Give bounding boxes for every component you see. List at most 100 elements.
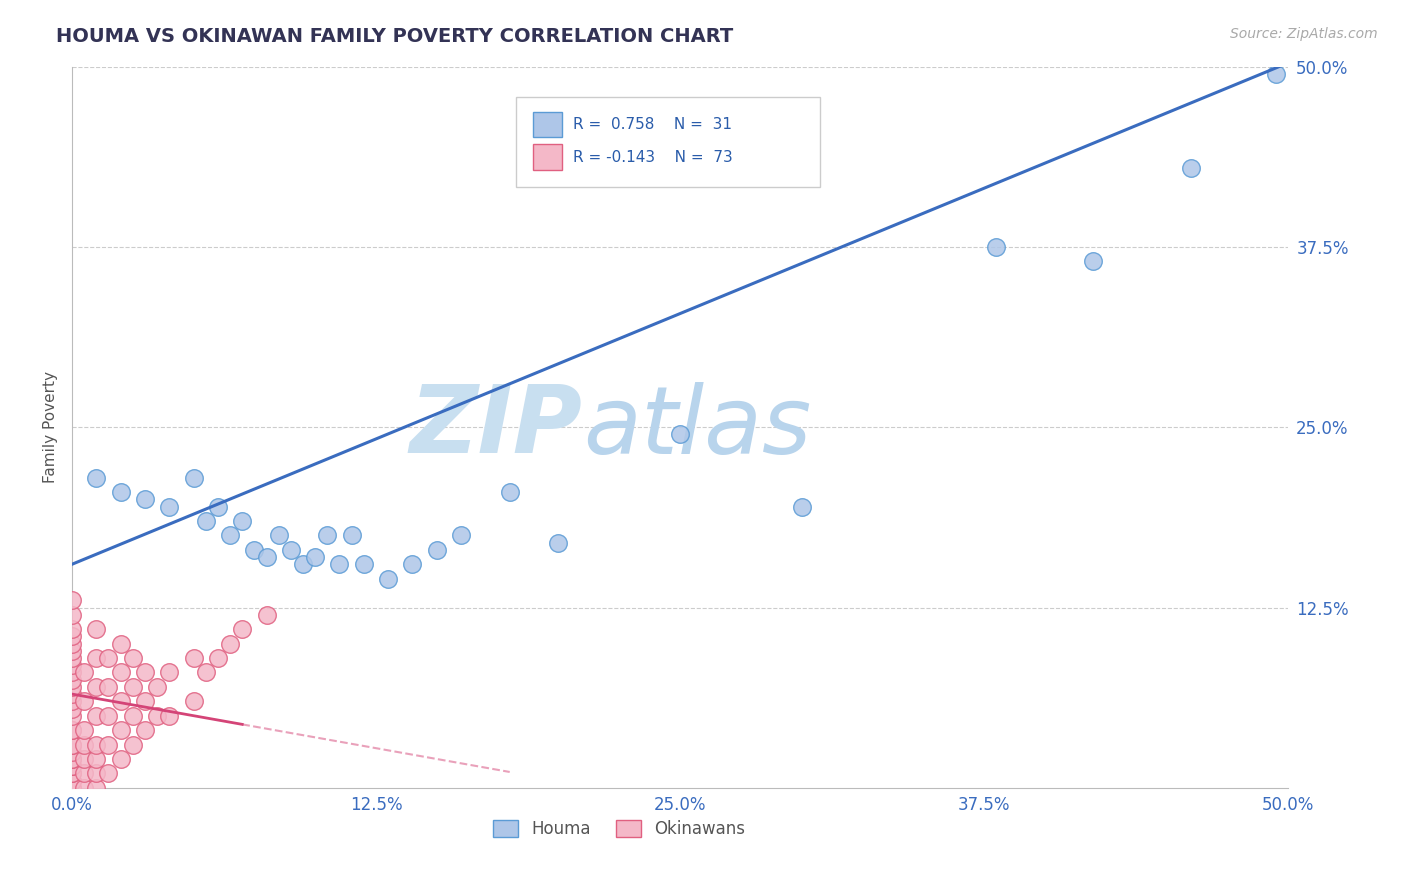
Point xyxy=(97,766,120,780)
Point xyxy=(60,644,83,658)
Point xyxy=(60,738,83,752)
Point xyxy=(134,694,156,708)
Point xyxy=(292,558,315,572)
Point xyxy=(60,687,83,701)
Point xyxy=(110,485,132,500)
Point xyxy=(547,535,569,549)
Point xyxy=(183,694,205,708)
Point xyxy=(60,665,83,680)
Point xyxy=(1083,254,1105,268)
Point xyxy=(219,637,242,651)
FancyBboxPatch shape xyxy=(533,112,562,137)
Point xyxy=(146,680,169,694)
Point xyxy=(146,708,169,723)
Point xyxy=(231,514,253,528)
Point xyxy=(157,708,180,723)
Point xyxy=(60,780,83,795)
Point xyxy=(60,752,83,766)
Point xyxy=(316,528,339,542)
Point xyxy=(243,542,266,557)
Text: ZIP: ZIP xyxy=(409,381,582,474)
Point xyxy=(256,549,278,564)
Point xyxy=(86,708,108,723)
Y-axis label: Family Poverty: Family Poverty xyxy=(44,371,58,483)
Point xyxy=(60,773,83,788)
Point xyxy=(86,766,108,780)
Point xyxy=(73,665,96,680)
Point xyxy=(984,240,1007,254)
Legend: Houma, Okinawans: Houma, Okinawans xyxy=(486,813,752,845)
Point xyxy=(60,773,83,788)
Point xyxy=(73,694,96,708)
Point xyxy=(110,694,132,708)
Point xyxy=(97,738,120,752)
Point xyxy=(60,759,83,773)
Point xyxy=(60,766,83,780)
Point xyxy=(121,680,143,694)
Point xyxy=(60,680,83,694)
Point xyxy=(86,738,108,752)
Text: Source: ZipAtlas.com: Source: ZipAtlas.com xyxy=(1230,27,1378,41)
Point xyxy=(267,528,290,542)
Point xyxy=(86,752,108,766)
Point xyxy=(60,629,83,643)
Point xyxy=(340,528,363,542)
Point xyxy=(207,500,229,514)
Point xyxy=(60,622,83,636)
Point xyxy=(86,471,108,485)
Point xyxy=(499,485,522,500)
Text: atlas: atlas xyxy=(582,382,811,473)
Point xyxy=(60,752,83,766)
Point xyxy=(60,723,83,738)
Point xyxy=(60,673,83,687)
Point xyxy=(157,665,180,680)
Point xyxy=(304,549,326,564)
Point xyxy=(134,723,156,738)
Point xyxy=(353,558,375,572)
Point xyxy=(73,738,96,752)
Point xyxy=(426,542,449,557)
Point xyxy=(231,622,253,636)
Point xyxy=(207,651,229,665)
Point xyxy=(60,780,83,795)
Point xyxy=(60,759,83,773)
FancyBboxPatch shape xyxy=(533,145,562,169)
Point xyxy=(60,745,83,759)
Point xyxy=(134,665,156,680)
Point xyxy=(134,492,156,507)
Point xyxy=(194,514,217,528)
Point xyxy=(110,752,132,766)
Point xyxy=(86,622,108,636)
Point xyxy=(60,694,83,708)
Point xyxy=(256,607,278,622)
Point xyxy=(86,651,108,665)
Point xyxy=(121,708,143,723)
Point xyxy=(60,723,83,738)
Point xyxy=(86,780,108,795)
Point xyxy=(97,708,120,723)
Point xyxy=(86,680,108,694)
Point xyxy=(110,637,132,651)
Point xyxy=(1264,67,1286,81)
Point xyxy=(110,665,132,680)
Point xyxy=(73,752,96,766)
Point xyxy=(183,471,205,485)
Point xyxy=(60,738,83,752)
Point xyxy=(73,780,96,795)
Text: HOUMA VS OKINAWAN FAMILY POVERTY CORRELATION CHART: HOUMA VS OKINAWAN FAMILY POVERTY CORRELA… xyxy=(56,27,734,45)
Point xyxy=(121,651,143,665)
Point xyxy=(280,542,302,557)
Point xyxy=(401,558,423,572)
Text: R = -0.143    N =  73: R = -0.143 N = 73 xyxy=(572,150,733,165)
Point xyxy=(121,738,143,752)
Point xyxy=(219,528,242,542)
Point xyxy=(60,708,83,723)
Point xyxy=(60,658,83,673)
Point xyxy=(73,723,96,738)
Point xyxy=(1180,161,1202,175)
Point xyxy=(328,558,350,572)
Point xyxy=(97,680,120,694)
FancyBboxPatch shape xyxy=(516,97,820,187)
Point xyxy=(60,651,83,665)
Point xyxy=(60,637,83,651)
